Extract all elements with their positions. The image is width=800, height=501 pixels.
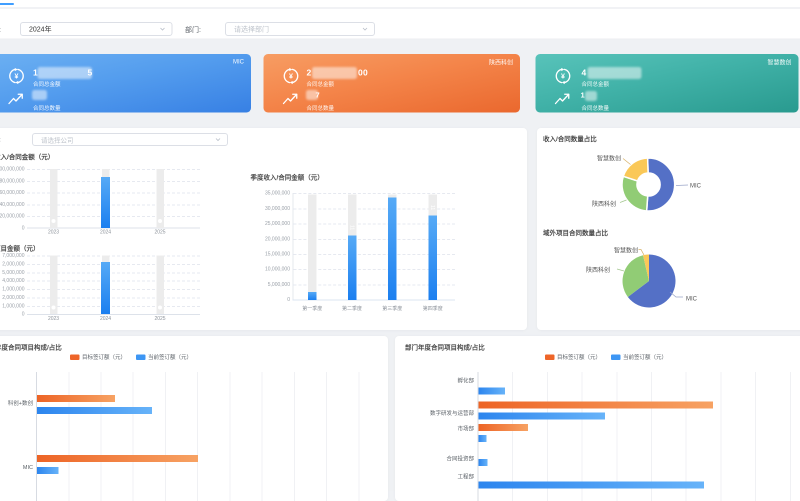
svg-text:¥: ¥	[15, 74, 19, 81]
svg-text:¥: ¥	[561, 74, 565, 81]
svg-text:¥: ¥	[289, 74, 293, 81]
